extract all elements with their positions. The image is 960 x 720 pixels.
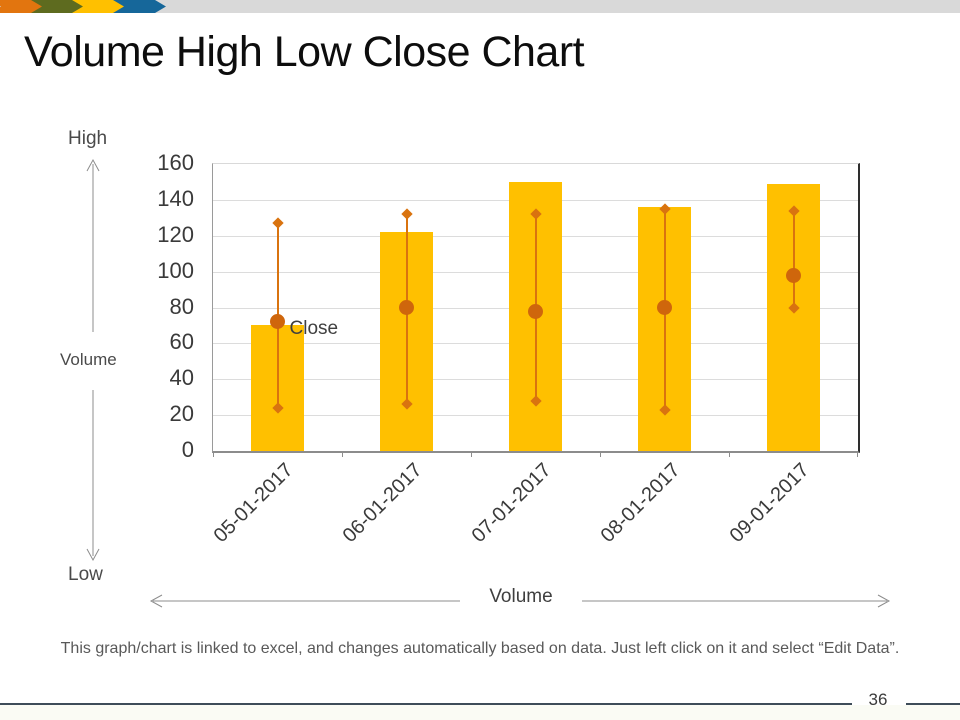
close-marker-icon [399,300,414,315]
x-axis-label: 08-01-2017 [596,459,685,547]
low-axis-label: Low [68,564,103,585]
page-number: 36 [868,690,888,709]
y-tick-label: 120 [157,221,194,247]
footer-note: This graph/chart is linked to excel, and… [60,640,900,657]
arrow-horizontal-icon [149,594,891,608]
high-axis-label: High [68,128,108,149]
page-title: Volume High Low Close Chart [24,28,585,76]
chevron-icon [72,0,125,13]
x-tick [342,451,343,457]
close-series-label: Close [289,317,339,339]
volume-bottom-label: Volume [489,586,553,607]
x-tick [729,451,730,457]
y-tick-label: 140 [157,185,194,211]
x-axis: 05-01-2017 06-01-2017 07-01-2017 08-01-2017… [209,459,857,574]
chart-plot-area[interactable]: Close [212,163,860,457]
x-tick [471,451,472,457]
x-tick [600,451,601,457]
y-tick-label: 20 [169,401,194,427]
arrow-up-icon [86,158,100,332]
close-marker-icon [657,300,672,315]
chevron-icon [31,0,84,13]
volume-axis-label: Volume [60,350,117,369]
close-marker-icon [786,267,801,283]
bottom-margin [0,705,960,720]
close-marker-icon [528,303,543,319]
y-tick-label: 80 [169,293,194,319]
y-tick-label: 40 [169,365,194,391]
y-tick-label: 0 [181,437,194,462]
x-tick [857,451,858,457]
footer-divider [0,703,852,705]
high-marker-icon [400,208,413,220]
chevron-icon [113,0,166,13]
x-axis-label: 05-01-2017 [209,459,298,547]
arrow-down-icon [86,390,100,562]
high-marker-icon [271,217,284,229]
y-tick-label: 60 [169,329,194,355]
x-tick [213,451,214,457]
footer-divider-short [906,703,960,705]
x-axis-label: 06-01-2017 [338,459,427,547]
close-marker-icon [270,314,285,330]
y-axis: 0 20 40 60 80 100 120 140 160 [140,151,200,462]
high-low-line [792,210,795,308]
chevron-icon [0,0,43,13]
y-tick-label: 160 [157,150,194,175]
y-tick-label: 100 [157,257,194,283]
x-axis-label: 07-01-2017 [467,459,556,547]
top-decor-band [0,0,960,13]
x-axis-label: 09-01-2017 [725,459,814,547]
